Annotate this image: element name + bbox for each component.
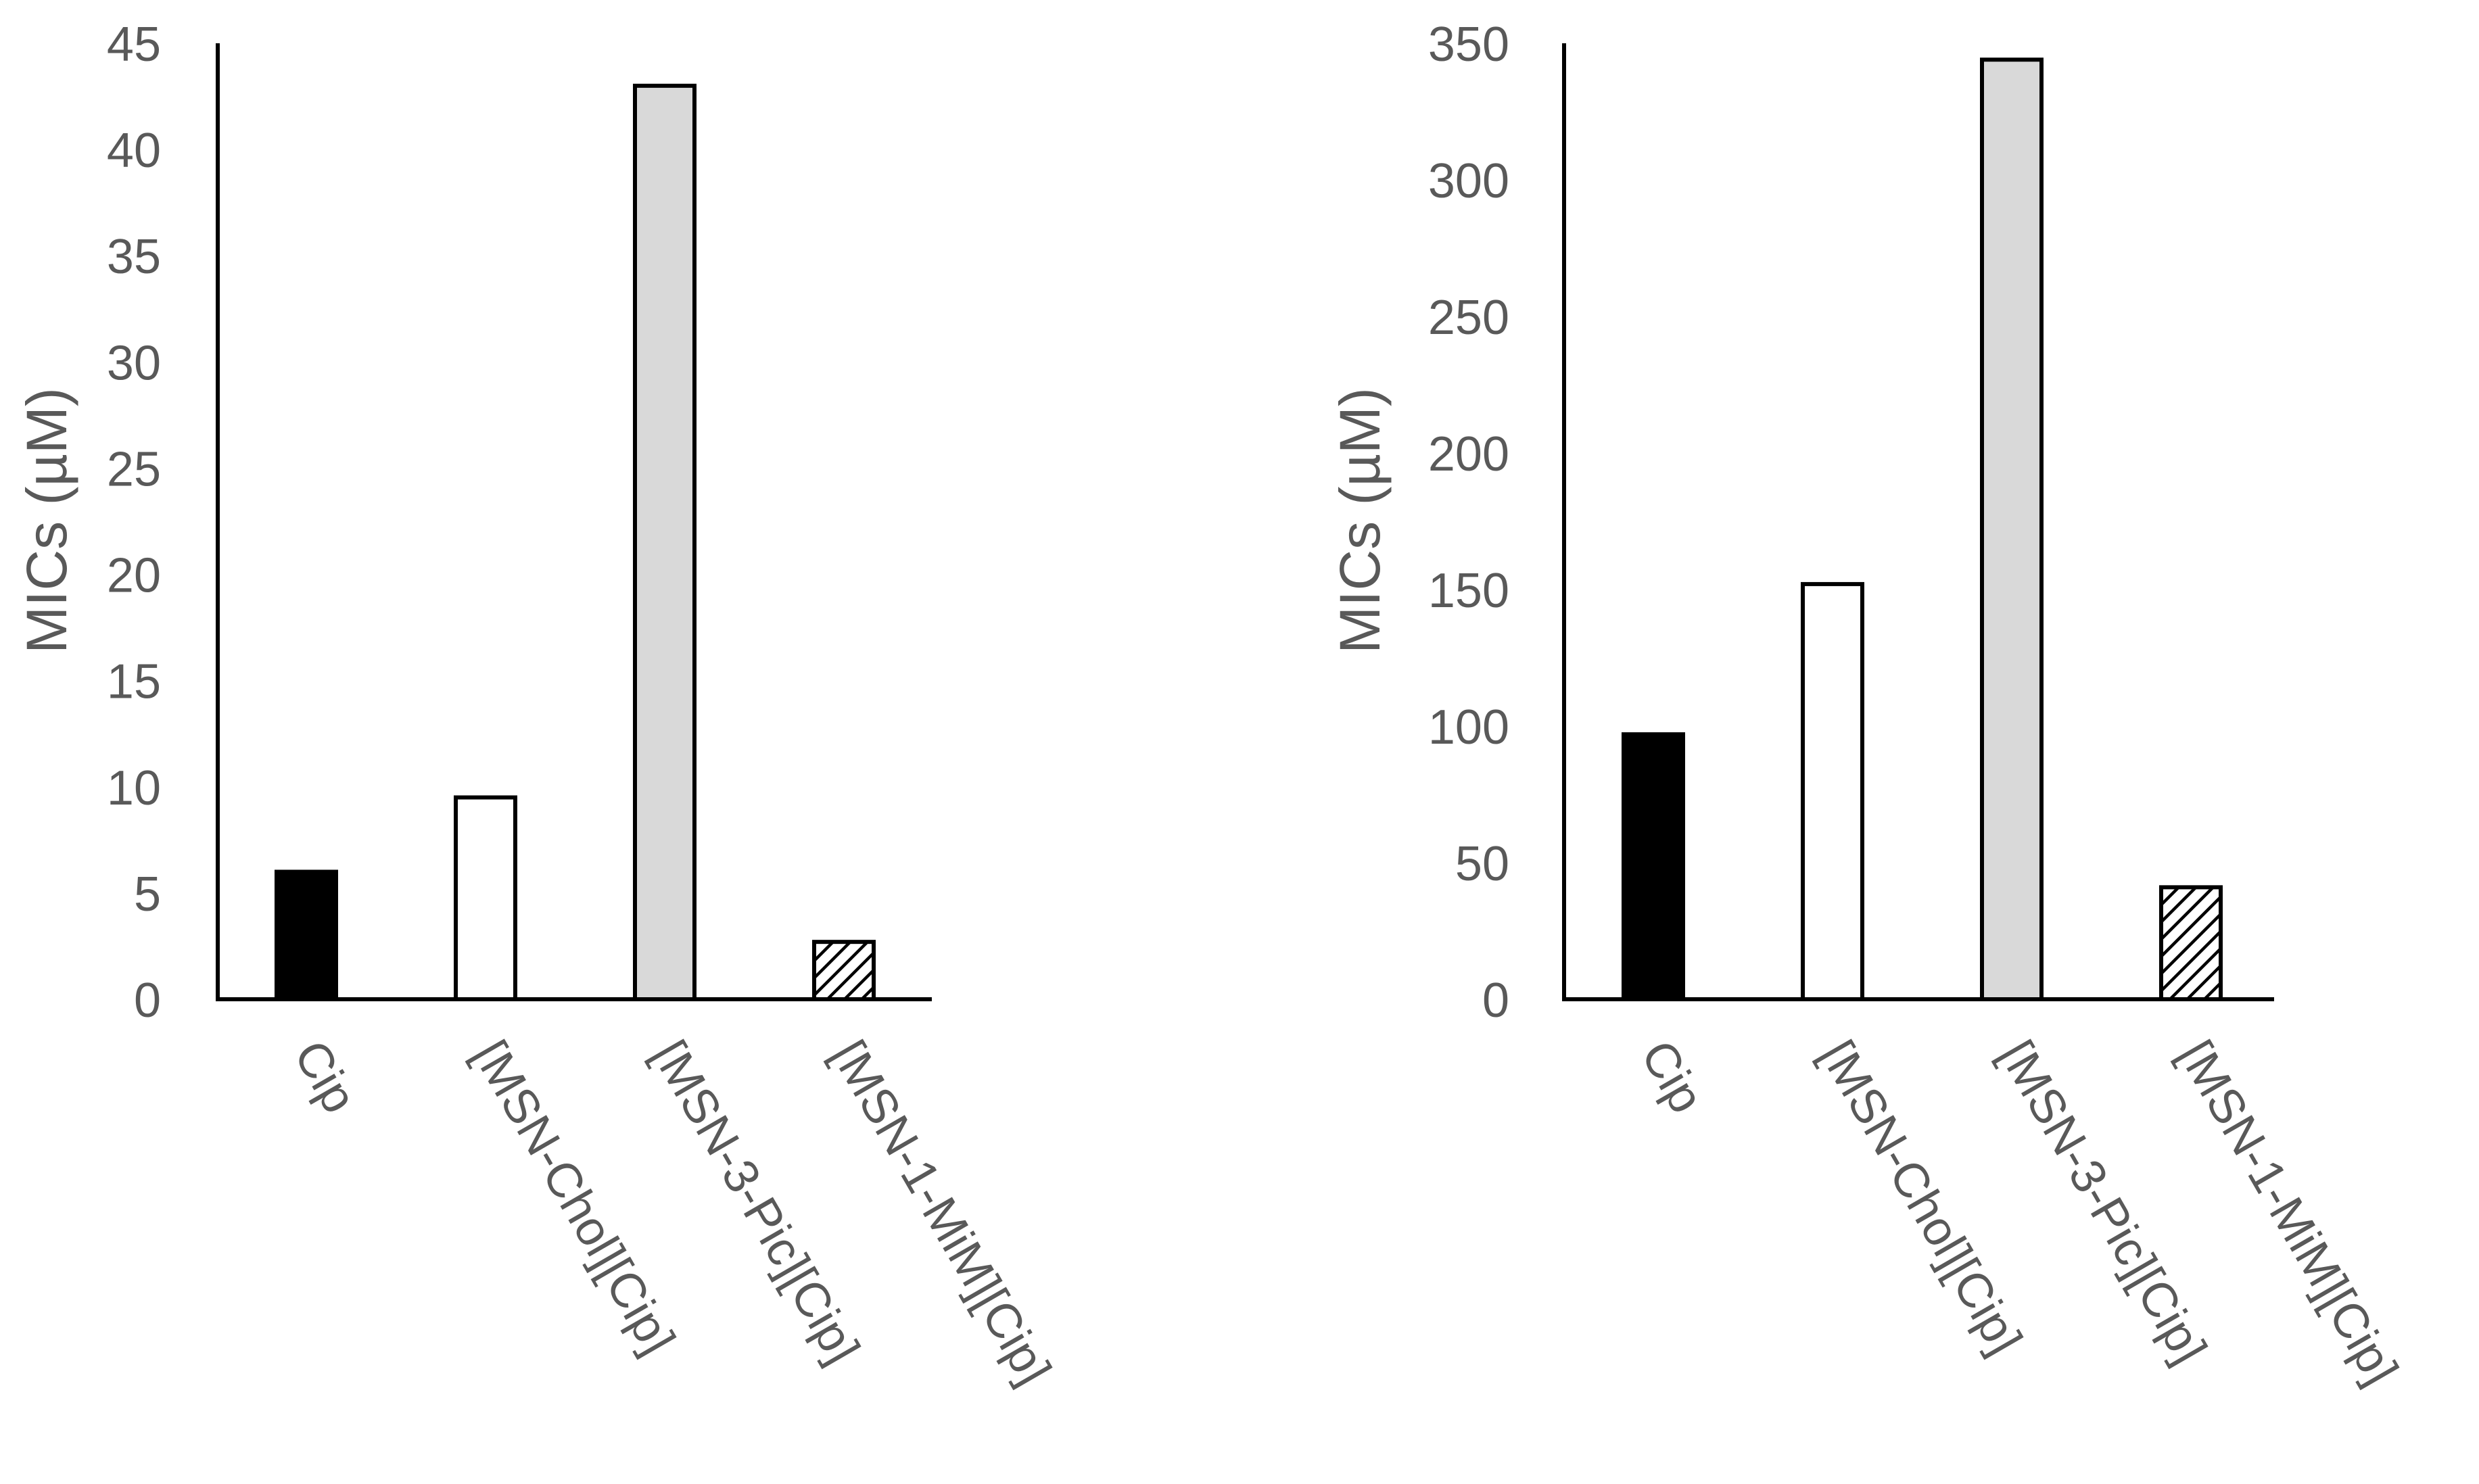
right-y-axis-label: MICs (µM) (1328, 387, 1392, 654)
right-y-tick-label: 250 (1428, 291, 1509, 345)
left-y-axis-label: MICs (µM) (15, 387, 78, 654)
left-y-tick-label: 25 (107, 442, 161, 496)
left-bar-4 (812, 940, 876, 1002)
right-category-label: [MSN-Chol][Cip] (1810, 1032, 2032, 1363)
left-y-tick-label: 10 (107, 761, 161, 815)
right-y-tick-label: 50 (1455, 837, 1509, 891)
right-y-tick-label: 0 (1482, 974, 1509, 1028)
left-category-label: [MSN-Chol][Cip] (463, 1032, 685, 1363)
right-y-tick-label: 350 (1428, 18, 1509, 72)
right-y-tick-label: 300 (1428, 154, 1509, 208)
right-y-tick-label: 150 (1428, 564, 1509, 618)
left-y-tick-label: 5 (134, 867, 161, 921)
right-y-tick-label: 100 (1428, 700, 1509, 755)
left-bar-2 (454, 795, 517, 1001)
left-y-tick-label: 40 (107, 124, 161, 178)
left-category-label: Cip (283, 1032, 367, 1122)
right-bar-1 (1622, 732, 1685, 1001)
left-y-tick-label: 0 (134, 974, 161, 1028)
right-bar-4 (2159, 885, 2223, 1001)
left-y-tick-label: 45 (107, 18, 161, 72)
left-bar-3 (633, 83, 697, 1001)
left-y-tick-label: 30 (107, 336, 161, 390)
right-y-tick-label: 200 (1428, 427, 1509, 481)
right-category-label: Cip (1630, 1032, 1714, 1122)
left-y-tick-label: 20 (107, 549, 161, 603)
right-bar-2 (1801, 581, 1864, 1001)
right-bar-3 (1980, 57, 2044, 1002)
left-y-tick-label: 35 (107, 230, 161, 284)
left-bar-1 (275, 869, 338, 1002)
left-y-tick-label: 15 (107, 655, 161, 709)
